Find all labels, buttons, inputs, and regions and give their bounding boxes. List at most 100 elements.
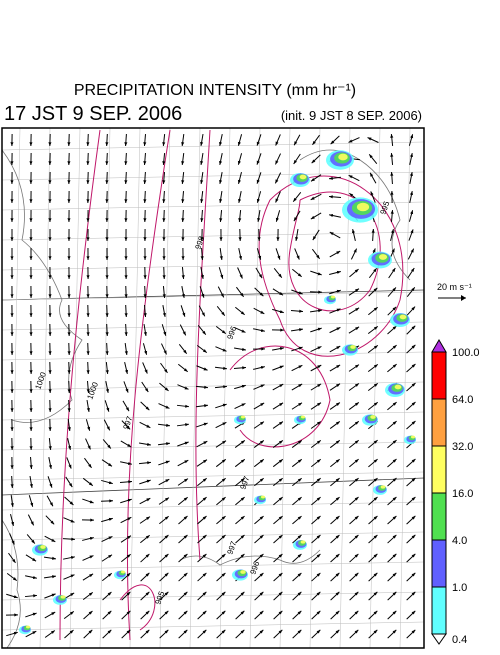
wind-arrow-head <box>201 256 204 260</box>
wind-arrow-head <box>163 332 166 336</box>
wind-arrow-head <box>86 180 89 184</box>
precipitation <box>331 296 335 299</box>
colorbar-label: 1.0 <box>452 582 467 594</box>
title: PRECIPITATION INTENSITY (mm hr⁻¹) <box>74 82 356 99</box>
precipitation <box>395 385 402 390</box>
wind-arrow-head <box>10 180 13 184</box>
wind-arrow-head <box>124 218 127 222</box>
wind-arrow-head <box>49 370 52 374</box>
init-time: (init. 9 JST 8 SEP. 2006) <box>281 108 422 123</box>
wind-arrow-head <box>105 180 108 184</box>
wind-arrow-head <box>185 442 189 445</box>
isobar <box>196 130 210 560</box>
precipitation <box>241 416 245 419</box>
wind-arrow-head <box>48 313 51 317</box>
wind-arrow-head <box>87 427 90 431</box>
latitude-line <box>2 290 424 300</box>
wind-arrow-head <box>143 256 146 260</box>
wind-arrow-head <box>318 328 322 331</box>
grid-line <box>2 412 424 420</box>
wind-arrow-head <box>10 218 13 222</box>
wind-arrow-head <box>143 218 146 222</box>
wind-arrow-head <box>10 294 13 298</box>
colorbar-over <box>432 340 446 352</box>
reference-vector-label: 20 m s⁻¹ <box>437 282 472 292</box>
wind-arrow-head <box>67 237 70 241</box>
wind-arrow-head <box>105 256 108 260</box>
wind-arrow-head <box>49 389 52 393</box>
colorbar-segment <box>432 399 446 446</box>
wind-arrow-head <box>87 332 90 336</box>
wind-arrow-head <box>10 408 13 412</box>
wind-arrow-head <box>390 191 393 195</box>
wind-arrow-head <box>71 538 75 541</box>
wind-arrow-head <box>29 161 32 165</box>
wind-arrow-head <box>181 256 184 260</box>
wind-arrow-head <box>49 484 52 488</box>
wind-arrow-head <box>124 142 127 146</box>
wind-arrow-head <box>48 218 51 222</box>
wind-arrow-head <box>204 367 208 370</box>
wind-arrow-head <box>48 256 51 260</box>
wind-arrow-head <box>30 484 33 488</box>
wind-arrow-head <box>30 408 33 412</box>
precipitation <box>300 175 307 180</box>
wind-arrow-head <box>166 461 170 464</box>
wind-arrow-head <box>371 191 374 195</box>
wind-arrow-head <box>242 366 246 369</box>
precipitation <box>26 626 30 629</box>
wind-arrow-head <box>10 313 13 317</box>
wind-arrow-head <box>87 351 90 355</box>
wind-arrow-head <box>86 237 89 241</box>
wind-arrow-head <box>49 351 52 355</box>
wind-arrow-head <box>280 310 284 313</box>
grid-line <box>280 128 290 648</box>
contour-label: 996 <box>225 325 238 341</box>
wind-arrow-head <box>67 256 70 260</box>
grid-line <box>70 128 80 648</box>
wind-arrow-head <box>87 370 90 374</box>
grid-line <box>2 172 424 180</box>
wind-arrow-head <box>147 480 151 483</box>
wind-arrow-head <box>109 499 113 502</box>
wind-arrow-head <box>86 256 89 260</box>
wind-arrow-head <box>201 294 204 298</box>
precipitation <box>301 540 306 543</box>
wind-arrow-head <box>68 351 71 355</box>
wind-arrow-head <box>86 142 89 146</box>
wind-arrow-head <box>52 594 56 597</box>
wind-arrow-head <box>29 218 32 222</box>
reference-vector-head <box>461 295 466 301</box>
wind-arrow-head <box>280 366 284 369</box>
wind-arrow-head <box>162 199 165 203</box>
precipitation <box>261 496 265 499</box>
grid-line <box>2 142 424 150</box>
wind-arrow-head <box>276 237 279 241</box>
wind-arrow-head <box>242 385 246 388</box>
wind-arrow-head <box>372 229 375 233</box>
wind-arrow-head <box>33 613 37 616</box>
precipitation <box>379 254 387 260</box>
precipitation <box>40 545 45 549</box>
wind-arrow-head <box>29 313 32 317</box>
wind-arrow-head <box>10 370 13 374</box>
wind-arrow-head <box>10 351 13 355</box>
precipitation <box>240 570 245 574</box>
wind-arrow-head <box>143 161 146 165</box>
grid-line <box>2 352 424 360</box>
grid-line <box>2 322 424 330</box>
wind-arrow-head <box>49 332 52 336</box>
colorbar-segment <box>432 352 446 399</box>
wind-arrow-head <box>67 180 70 184</box>
colorbar-segment <box>432 587 446 634</box>
wind-arrow-head <box>10 256 13 260</box>
colorbar-label: 100.0 <box>452 347 480 359</box>
wind-arrow-head <box>48 294 51 298</box>
wind-arrow-head <box>181 237 184 241</box>
grid-line <box>2 502 424 510</box>
wind-arrow-head <box>67 142 70 146</box>
wind-arrow-head <box>143 237 146 241</box>
wind-arrow-head <box>30 427 33 431</box>
